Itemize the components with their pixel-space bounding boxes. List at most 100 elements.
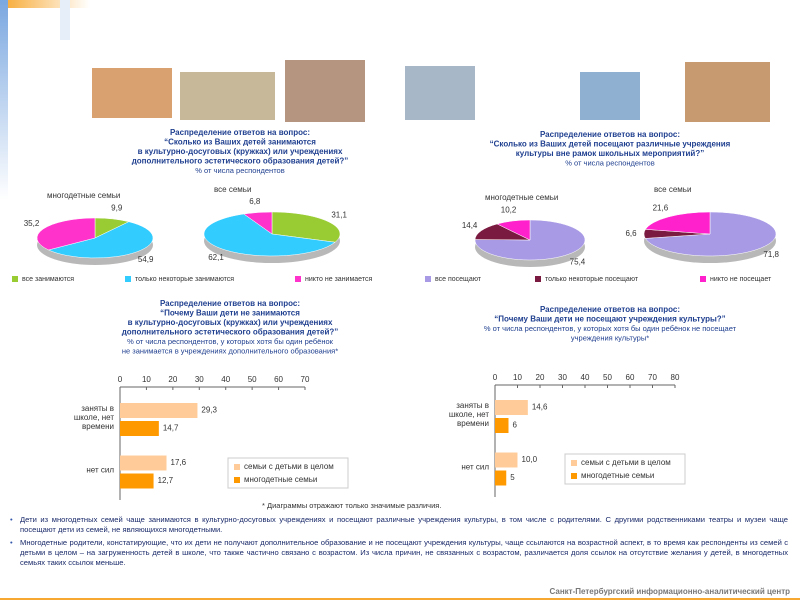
x-tick-label: 80 (671, 373, 680, 382)
chart-subtitle: не занимается в учреждениях дополнительн… (122, 346, 338, 355)
chart-title: “Сколько из Ваших детей посещают различн… (490, 140, 731, 149)
legend-swatch (125, 276, 131, 282)
y-tick-label: нет сил (461, 463, 489, 472)
bar (120, 403, 198, 418)
data-label: 29,3 (201, 406, 217, 415)
x-tick-label: 40 (581, 373, 590, 382)
pie-name: многодетные семьи (47, 191, 120, 200)
chart-title: в культурно-досуговых (кружках) или учре… (138, 147, 343, 156)
x-tick-label: 50 (248, 375, 257, 384)
data-label: 62,1 (208, 253, 224, 262)
pie-slice (496, 219, 531, 241)
chart-title: в культурно-досуговых (кружках) или учре… (128, 318, 333, 327)
legend-swatch (234, 464, 240, 470)
legend-swatch (425, 276, 431, 282)
legend-box (227, 457, 349, 489)
x-tick-label: 0 (118, 375, 123, 384)
chart-title: культуры вне рамок школьных мероприятий?… (516, 149, 704, 158)
chart-title: “Почему Ваши дети не занимаются (160, 309, 300, 318)
x-tick-label: 20 (536, 373, 545, 382)
chart-title: Распределение ответов на вопрос: (540, 130, 680, 139)
x-tick-label: 30 (558, 373, 567, 382)
x-tick-label: 60 (274, 375, 283, 384)
decor (60, 0, 70, 40)
x-tick-label: 60 (626, 373, 635, 382)
data-label: 5 (510, 473, 515, 482)
x-tick-label: 20 (168, 375, 177, 384)
pie-slice (36, 217, 96, 251)
legend-label: только некоторые посещают (545, 276, 639, 283)
data-label: 6 (513, 421, 518, 430)
pie-slice (644, 211, 777, 257)
pie-name: все семьи (214, 185, 251, 194)
data-label: 54,9 (138, 255, 154, 264)
pie-slice (47, 221, 154, 259)
footnote: * Диаграммы отражают только значимые раз… (262, 501, 441, 510)
pie-name: все семьи (654, 185, 691, 194)
footer: Санкт-Петербургский информационно-аналит… (549, 587, 790, 596)
chart-subtitle: % от числа респондентов (565, 158, 654, 167)
photo-strip (92, 60, 770, 122)
data-label: 12,7 (158, 476, 174, 485)
chart-subtitle: учреждения культуры* (571, 333, 649, 342)
pie-slice (243, 211, 273, 235)
data-label: 10,0 (522, 455, 538, 464)
legend-swatch (535, 276, 541, 282)
chart-title: Распределение ответов на вопрос: (170, 128, 310, 137)
data-label: 14,6 (532, 403, 548, 412)
legend-label: многодетные семьи (244, 475, 317, 484)
bar (120, 473, 154, 489)
bar (495, 400, 528, 415)
legend-swatch (700, 276, 706, 282)
data-label: 6,6 (625, 229, 637, 238)
pie-slice (474, 223, 531, 241)
data-label: 14,4 (462, 221, 478, 230)
data-label: 35,2 (24, 219, 40, 228)
label-line: школе, нет (74, 413, 114, 422)
legend-label: все занимаются (22, 276, 74, 283)
decor (0, 0, 90, 8)
bar (120, 421, 159, 436)
y-tick-label: заняты в школе, нет времени (449, 401, 489, 428)
x-tick-label: 10 (513, 373, 522, 382)
label-line: нет сил (86, 466, 114, 475)
label-line: нет сил (461, 463, 489, 472)
pie-slice (203, 213, 336, 257)
x-tick-label: 30 (195, 375, 204, 384)
chart-title: “Сколько из Ваших детей занимаются (164, 138, 316, 147)
bar (120, 455, 167, 471)
legend-swatch (234, 477, 240, 483)
x-tick-label: 70 (648, 373, 657, 382)
legend-label: никто не посещает (710, 276, 772, 283)
decor (0, 598, 800, 600)
legend-box (564, 453, 686, 485)
legend-label: многодетные семьи (581, 471, 654, 480)
chart-title: Распределение ответов на вопрос: (160, 299, 300, 308)
bar (495, 470, 507, 486)
data-label: 31,1 (331, 211, 347, 220)
x-tick-label: 10 (142, 375, 151, 384)
legend-label: все посещают (435, 276, 482, 283)
data-label: 10,2 (501, 206, 517, 215)
chart-subtitle: % от числа респондентов, у которых хотя … (484, 324, 737, 333)
chart-subtitle: % от числа респондентов, у которых хотя … (127, 337, 334, 346)
label-line: времени (457, 419, 489, 428)
chart-title: дополнительного эстетического образовани… (132, 157, 349, 166)
chart-subtitle: % от числа респондентов (195, 166, 284, 175)
legend-label: семьи с детьми в целом (581, 458, 671, 467)
bar (495, 418, 509, 433)
bullet: Многодетные родители, констатирующие, чт… (10, 538, 788, 568)
pie-slice (645, 211, 711, 235)
x-tick-label: 70 (301, 375, 310, 384)
bullets: Дети из многодетных семей чаще занимаютс… (10, 515, 788, 571)
decor (0, 0, 8, 200)
chart-title: дополнительного эстетического образовани… (122, 328, 339, 337)
data-label: 6,8 (249, 197, 261, 206)
pie-name: многодетные семьи (485, 193, 558, 202)
bar (495, 452, 518, 468)
bullet: Дети из многодетных семей чаще занимаютс… (10, 515, 788, 535)
label-line: школе, нет (449, 410, 489, 419)
data-label: 17,6 (171, 458, 187, 467)
